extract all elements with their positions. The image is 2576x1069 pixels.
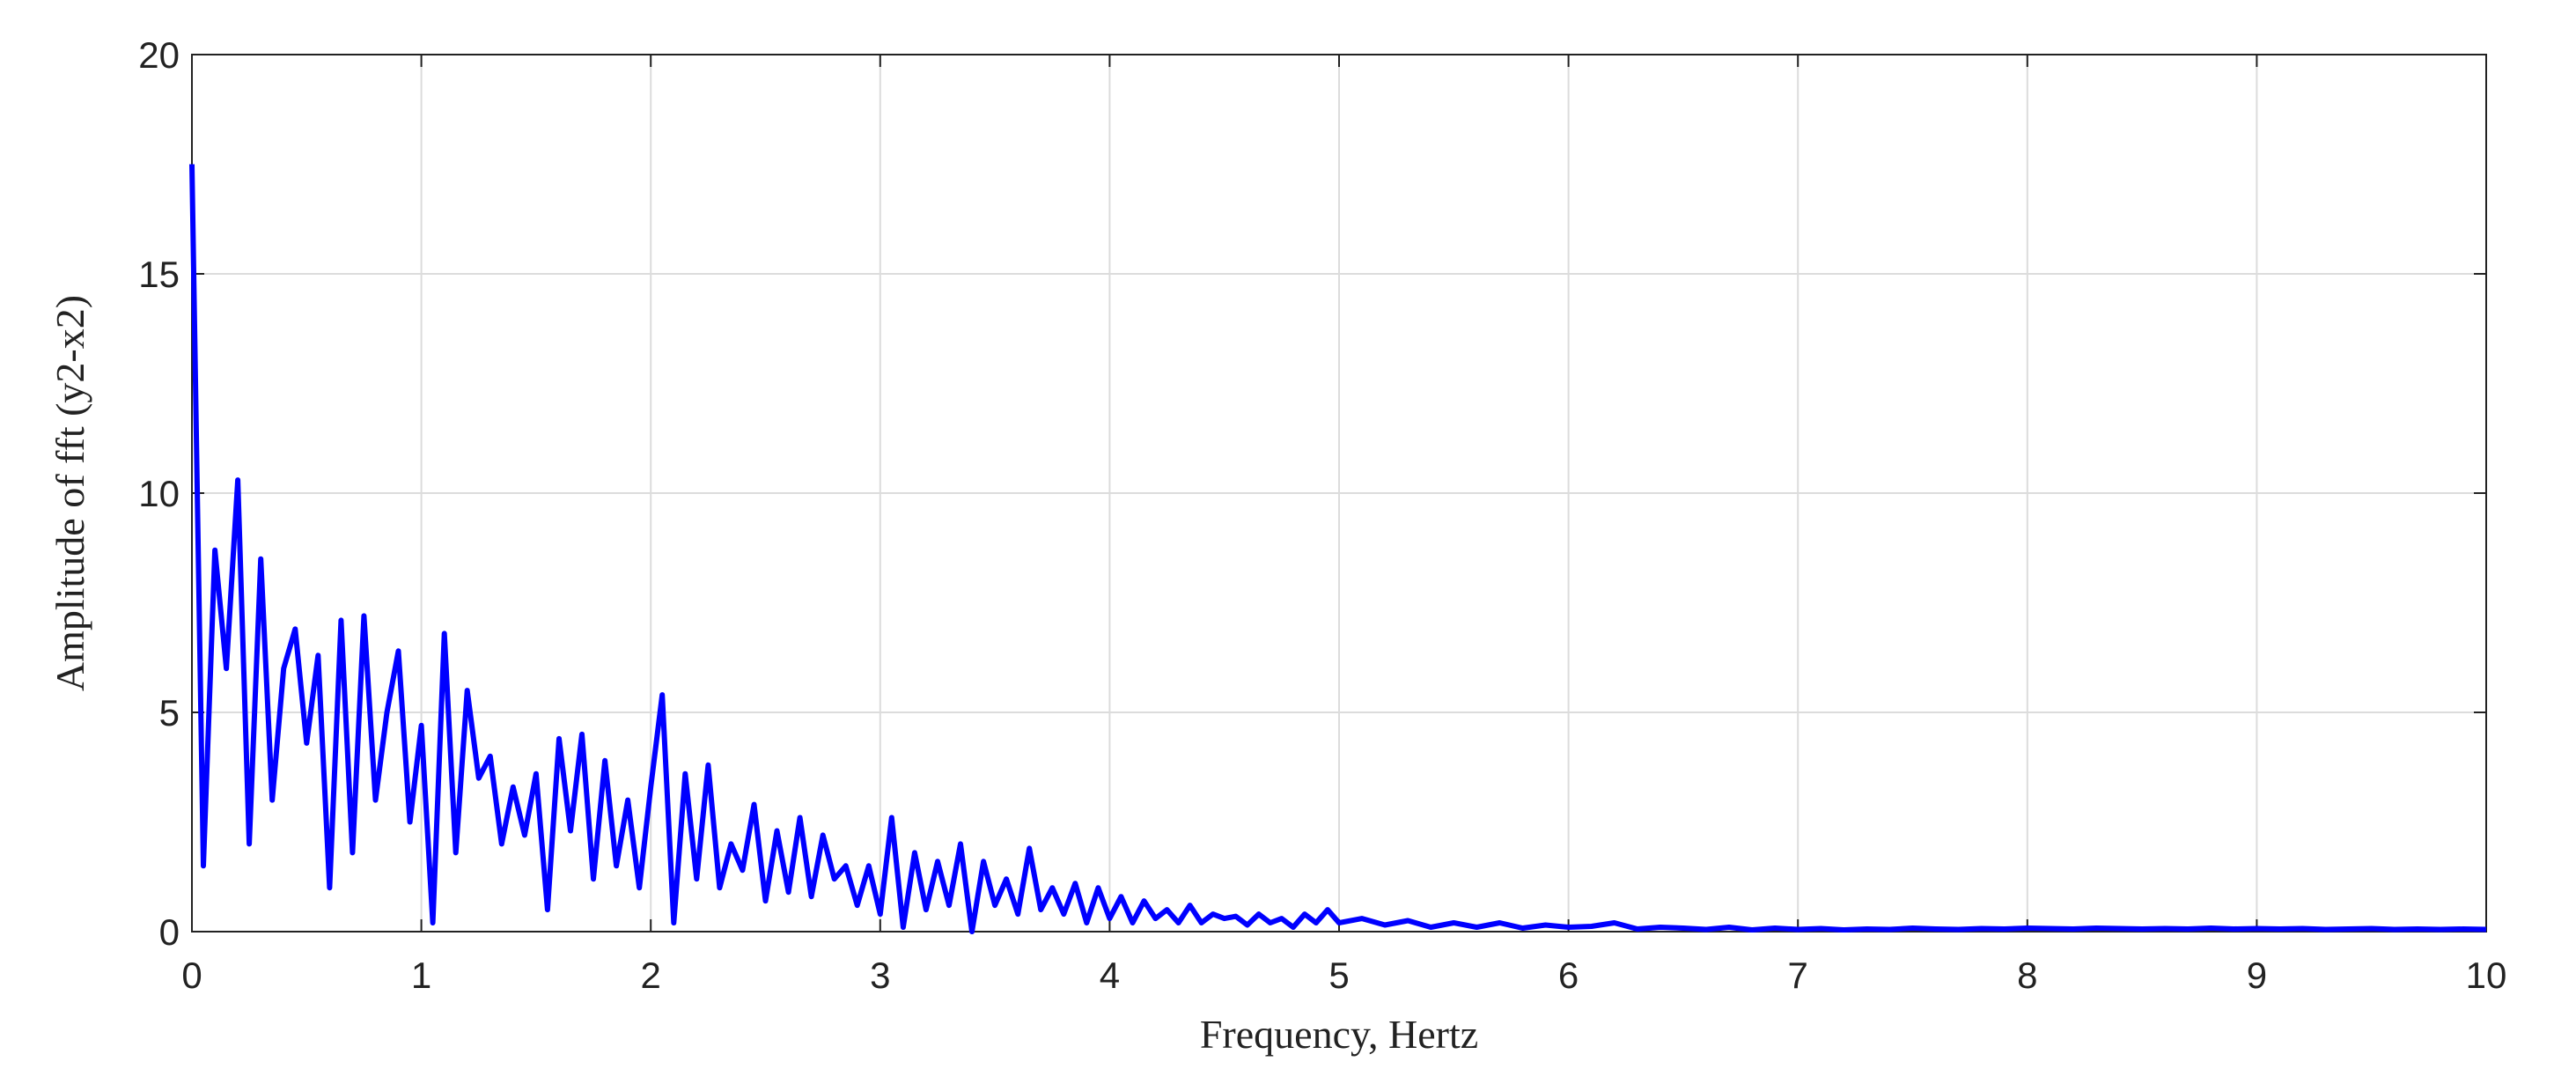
x-tick-label: 3 bbox=[870, 955, 890, 996]
x-tick-label: 9 bbox=[2247, 955, 2267, 996]
y-tick-label: 10 bbox=[138, 473, 180, 514]
x-tick-label: 4 bbox=[1100, 955, 1120, 996]
x-tick-label: 1 bbox=[411, 955, 431, 996]
x-tick-label: 10 bbox=[2466, 955, 2507, 996]
x-tick-label: 8 bbox=[2017, 955, 2037, 996]
x-axis-label: Frequency, Hertz bbox=[1200, 1012, 1478, 1057]
plot-frame bbox=[191, 54, 2487, 933]
y-tick-label: 0 bbox=[159, 911, 180, 953]
data-line bbox=[189, 164, 2487, 934]
y-tick-label: 5 bbox=[159, 692, 180, 734]
y-tick-label: 20 bbox=[138, 34, 180, 76]
x-tick-label: 6 bbox=[1558, 955, 1579, 996]
x-tick-label: 5 bbox=[1328, 955, 1349, 996]
y-axis-label: Amplitude of fft (y2-x2) bbox=[48, 295, 92, 691]
x-tick-label: 7 bbox=[1788, 955, 1808, 996]
x-tick-label: 0 bbox=[181, 955, 202, 996]
y-tick-label: 15 bbox=[138, 254, 180, 295]
x-tick-label: 2 bbox=[641, 955, 661, 996]
